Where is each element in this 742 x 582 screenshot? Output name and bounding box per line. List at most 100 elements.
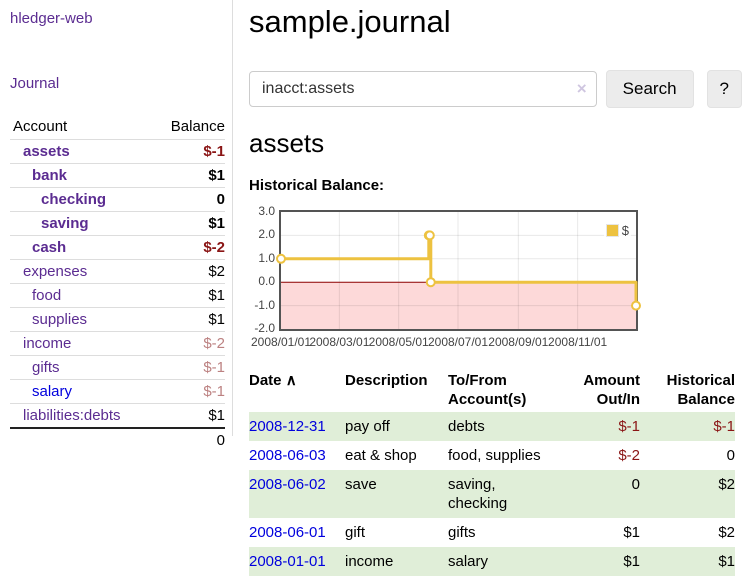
historical-balance-label: Historical Balance: xyxy=(249,177,385,194)
account-link-income[interactable]: income xyxy=(23,335,72,352)
app-brand-link[interactable]: hledger-web xyxy=(10,10,93,27)
account-row-salary: salary $-1 xyxy=(10,380,225,404)
account-link-assets[interactable]: assets xyxy=(23,143,70,160)
account-balance: $2 xyxy=(208,263,225,280)
search-button[interactable]: Search xyxy=(605,70,694,108)
transaction-balance: $-1 xyxy=(713,418,735,435)
transaction-date-link[interactable]: 2008-12-31 xyxy=(249,418,326,435)
search-input[interactable] xyxy=(249,71,597,107)
transaction-date-link[interactable]: 2008-06-02 xyxy=(249,476,326,493)
search-box: × xyxy=(249,71,597,107)
description-column-header: Description xyxy=(345,372,428,389)
help-button[interactable]: ? xyxy=(706,70,742,108)
x-axis-tick: 2008/07/01 xyxy=(427,335,489,349)
account-balance: 0 xyxy=(216,191,225,208)
transaction-description: save xyxy=(345,476,377,493)
account-balance: $1 xyxy=(208,311,225,328)
transaction-description: eat & shop xyxy=(345,447,417,464)
transaction-amount: $1 xyxy=(623,553,640,570)
y-axis-tick: 2.0 xyxy=(258,227,275,242)
account-row-saving: saving $1 xyxy=(10,212,225,236)
sidebar: hledger-web Journal Account Balance asse… xyxy=(0,0,233,449)
x-axis-tick: 2008/05/01 xyxy=(368,335,429,349)
data-point-marker xyxy=(276,253,286,264)
account-link-checking[interactable]: checking xyxy=(41,191,107,208)
account-balance: $1 xyxy=(208,287,225,304)
sidebar-item-journal[interactable]: Journal xyxy=(10,75,60,92)
chart-plot-area: $ xyxy=(276,210,641,331)
page-title: sample.journal xyxy=(249,4,451,39)
accounts-header-row: Account Balance xyxy=(10,114,225,140)
transaction-amount: $-1 xyxy=(618,418,640,435)
y-axis-tick: -2.0 xyxy=(254,321,275,335)
account-row-gifts: gifts $-1 xyxy=(10,356,225,380)
account-row-cash: cash $-2 xyxy=(10,236,225,260)
chart-legend: $ xyxy=(603,222,631,239)
account-link-food[interactable]: food xyxy=(32,287,62,304)
account-link-supplies[interactable]: supplies xyxy=(32,311,88,328)
transaction-date-link[interactable]: 2008-06-01 xyxy=(249,524,326,541)
transaction-accounts: gifts xyxy=(448,524,476,541)
register-table: Date ∧ Description To/From Account(s) Am… xyxy=(249,368,735,576)
data-point-marker xyxy=(425,277,436,288)
accounts-table: Account Balance assets $-1 bank $1 check… xyxy=(10,114,225,452)
account-balance: $-2 xyxy=(203,335,225,352)
x-axis-tick: 2008/03/01 xyxy=(309,335,370,349)
account-row-bank: bank $1 xyxy=(10,164,225,188)
transaction-accounts: saving, checking xyxy=(448,476,508,512)
account-balance: $-1 xyxy=(203,383,225,400)
main-content: sample.journal × Search ? assets Histori… xyxy=(233,0,742,576)
transaction-amount: $1 xyxy=(623,524,640,541)
transaction-accounts: food, supplies xyxy=(448,447,541,464)
legend-label: $ xyxy=(621,223,629,238)
account-column-header: Account xyxy=(13,118,68,135)
negative-region xyxy=(281,282,636,329)
register-row: 2008-06-01 gift gifts $1 $2 xyxy=(249,518,735,547)
transaction-balance: $2 xyxy=(718,524,735,541)
clear-search-icon[interactable]: × xyxy=(576,79,587,98)
account-balance: $1 xyxy=(208,167,225,184)
y-axis-tick: 0.0 xyxy=(258,274,275,289)
account-balance: $1 xyxy=(208,407,225,424)
date-column-header[interactable]: Date ∧ xyxy=(249,372,297,389)
x-axis-tick: 2008/01/01 xyxy=(250,335,312,349)
transaction-description: income xyxy=(345,553,394,570)
balance-column-header: Balance xyxy=(170,118,225,135)
account-link-expenses[interactable]: expenses xyxy=(23,263,88,280)
transaction-balance: $2 xyxy=(718,476,735,493)
sort-ascending-icon: ∧ xyxy=(285,372,297,389)
account-link-liabilities-debts[interactable]: liabilities:debts xyxy=(23,407,121,424)
accounts-total-balance: 0 xyxy=(216,432,225,449)
y-axis-tick: -1.0 xyxy=(254,297,275,312)
transaction-accounts: salary xyxy=(448,553,489,570)
transaction-amount: 0 xyxy=(631,476,640,493)
data-point-marker xyxy=(424,230,435,241)
transaction-date-link[interactable]: 2008-01-01 xyxy=(249,553,326,570)
account-row-assets: assets $-1 xyxy=(10,140,225,164)
legend-swatch-icon xyxy=(605,224,619,237)
x-axis-tick: 2008/11/01 xyxy=(548,335,608,349)
register-row: 2008-06-02 save saving, checking 0 $2 xyxy=(249,470,735,518)
account-link-gifts[interactable]: gifts xyxy=(32,359,60,376)
account-row-expenses: expenses $2 xyxy=(10,260,225,284)
transaction-balance: $1 xyxy=(718,553,735,570)
accounts-total-row: 0 xyxy=(10,428,225,452)
transaction-description: pay off xyxy=(345,418,390,435)
tofrom-column-header: To/From Account(s) xyxy=(448,372,527,408)
account-row-food: food $1 xyxy=(10,284,225,308)
account-balance: $-1 xyxy=(203,359,225,376)
account-row-supplies: supplies $1 xyxy=(10,308,225,332)
transaction-date-link[interactable]: 2008-06-03 xyxy=(249,447,326,464)
transaction-description: gift xyxy=(345,524,366,541)
account-link-salary[interactable]: salary xyxy=(32,383,73,400)
account-link-cash[interactable]: cash xyxy=(32,239,67,256)
account-link-saving[interactable]: saving xyxy=(41,215,89,232)
y-axis-tick: 3.0 xyxy=(258,204,275,218)
register-row: 2008-01-01 income salary $1 $1 xyxy=(249,547,735,576)
account-balance: $-1 xyxy=(203,143,225,160)
transaction-amount: $-2 xyxy=(618,447,640,464)
account-row-checking: checking 0 xyxy=(10,188,225,212)
account-link-bank[interactable]: bank xyxy=(32,167,68,184)
account-row-income: income $-2 xyxy=(10,332,225,356)
